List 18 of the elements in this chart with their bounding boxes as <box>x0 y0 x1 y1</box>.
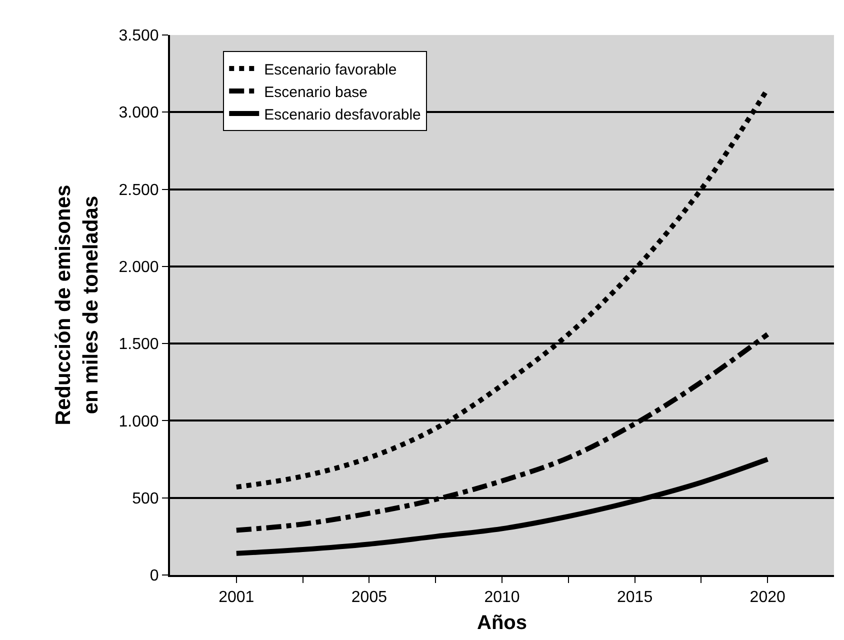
x-tick-label: 2010 <box>484 589 520 606</box>
legend-label: Escenario desfavorable <box>264 106 421 124</box>
y-tick-label: 3.000 <box>118 104 159 122</box>
y-tick-label: 2.500 <box>118 182 159 199</box>
y-tick-label: 0 <box>150 568 159 585</box>
x-tick-label: 2005 <box>351 589 388 606</box>
y-tick-label: 1.500 <box>118 336 159 354</box>
y-tick-label: 2.000 <box>118 259 159 276</box>
legend-label: Escenario base <box>264 84 368 101</box>
y-tick-label: 500 <box>132 490 159 508</box>
y-tick-label: 3.500 <box>118 28 159 45</box>
x-tick-label: 2001 <box>218 589 254 606</box>
x-axis-title: Años <box>477 612 527 634</box>
y-axis-title: Reducción de emisones en miles de toneladas <box>52 184 102 426</box>
legend-label: Escenario favorable <box>264 61 397 78</box>
y-tick-label: 1.000 <box>118 413 159 430</box>
x-tick-label: 2015 <box>617 589 653 606</box>
x-tick-label: 2020 <box>750 589 786 606</box>
